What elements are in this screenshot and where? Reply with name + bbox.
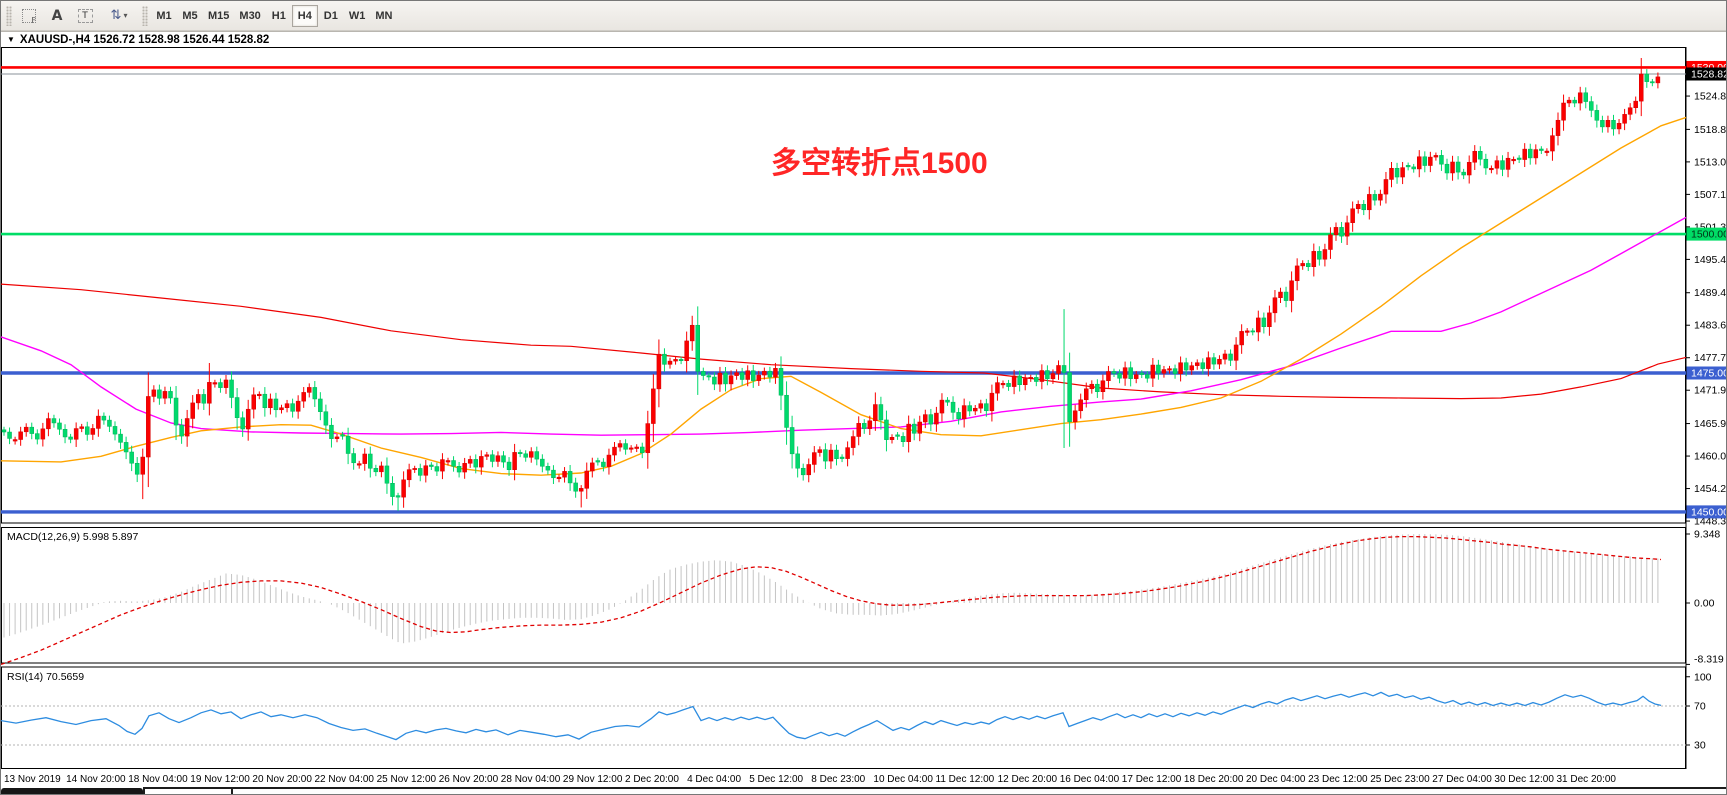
symbol-ohlc-text: XAUUSD-,H4 1526.72 1528.98 1526.44 1528.…	[19, 33, 270, 46]
time-label: 11 Dec 12:00	[936, 774, 995, 785]
macd-tick: 9.348	[1694, 529, 1720, 541]
price-label-bg	[1686, 67, 1726, 81]
price-tick: 1513.00	[1694, 156, 1727, 168]
ma-mid-magenta	[1, 216, 1687, 436]
chart-title-bar: ▼ XAUUSD-,H4 1526.72 1528.98 1526.44 152…	[1, 31, 1726, 47]
time-label: 16 Dec 04:00	[1060, 774, 1120, 785]
time-label: 18 Nov 04:00	[128, 774, 188, 785]
ma-slow-red	[1, 283, 1687, 400]
time-label: 4 Dec 04:00	[687, 774, 741, 785]
macd-signal-line	[1, 535, 1662, 666]
price-tick: 1518.85	[1694, 124, 1727, 136]
timeframe-button-h1[interactable]: H1	[266, 5, 292, 27]
time-label: 31 Dec 20:00	[1557, 774, 1617, 785]
macd-label: MACD(12,26,9) 5.998 5.897	[7, 531, 138, 543]
price-label-bg	[1686, 366, 1726, 380]
time-label: 27 Dec 04:00	[1432, 774, 1492, 785]
chart-annotation: 多空转折点1500	[771, 147, 988, 180]
text-frame-glyph: T	[77, 8, 93, 23]
toolbar: F A T ⇅ ▾ M1 M5 M15 M30 H1 H4 D1 W1 MN	[1, 1, 1726, 31]
candles	[1, 57, 1661, 511]
status-bar	[233, 787, 1726, 794]
timeframe-button-mn[interactable]: MN	[370, 5, 397, 27]
time-label: 25 Dec 23:00	[1370, 774, 1430, 785]
price-label-bg	[1686, 505, 1726, 519]
timeframe-button-m30[interactable]: M30	[234, 5, 265, 27]
time-label: 20 Dec 04:00	[1246, 774, 1306, 785]
timeframe-toolbar: M1 M5 M15 M30 H1 H4 D1 W1 MN	[151, 4, 397, 27]
time-label: 18 Dec 20:00	[1184, 774, 1244, 785]
chevron-down-icon: ▾	[123, 11, 128, 20]
chart-area: MACD(12,26,9) 5.998 5.897 RSI(14) 70.5659…	[1, 47, 1727, 785]
price-tick: 1460.05	[1694, 451, 1727, 463]
macd-tick: -8.319	[1694, 654, 1724, 666]
price-tick: 1524.85	[1694, 91, 1727, 103]
price-tick: 1489.45	[1694, 287, 1727, 299]
time-label: 26 Nov 20:00	[439, 774, 499, 785]
price-tick: 1507.15	[1694, 189, 1727, 201]
price-tick: 1454.20	[1694, 483, 1727, 495]
time-label: 30 Dec 12:00	[1494, 774, 1554, 785]
rsi-pane	[1, 666, 1686, 769]
time-label: 28 Nov 04:00	[501, 774, 561, 785]
time-label: 20 Nov 20:00	[252, 774, 312, 785]
time-label: 17 Dec 12:00	[1122, 774, 1182, 785]
price-tick: 1448.35	[1694, 516, 1727, 528]
time-label: 2 Dec 20:00	[625, 774, 679, 785]
price-label-1450: 1450.00	[1691, 506, 1727, 518]
timeframe-button-m15[interactable]: M15	[203, 5, 234, 27]
grid-f-icon[interactable]: F	[16, 4, 42, 28]
rsi-label: RSI(14) 70.5659	[7, 671, 84, 683]
symbol-dropdown-icon[interactable]: ▼	[7, 35, 15, 44]
time-label: 19 Nov 12:00	[190, 774, 250, 785]
time-label: 29 Nov 12:00	[563, 774, 623, 785]
rsi-tick: 70	[1694, 701, 1706, 713]
time-label: 22 Nov 04:00	[315, 774, 375, 785]
toolbar-grip-2	[142, 5, 148, 26]
timeframe-button-m5[interactable]: M5	[177, 5, 203, 27]
ma-fast-orange	[1, 116, 1687, 476]
price-tick: 1477.75	[1694, 352, 1727, 364]
toolbar-grip	[6, 5, 12, 26]
text-frame-icon[interactable]: T	[72, 4, 98, 28]
price-tick: 1465.90	[1694, 418, 1727, 430]
price-tick: 1483.60	[1694, 320, 1727, 332]
arrange-arrows-icon[interactable]: ⇅ ▾	[100, 4, 138, 28]
time-label: 12 Dec 20:00	[998, 774, 1058, 785]
macd-tick: 0.00	[1694, 598, 1715, 610]
rsi-tick: 100	[1694, 671, 1712, 683]
timeframe-button-w1[interactable]: W1	[344, 5, 371, 27]
price-label-1528.82: 1528.82	[1691, 68, 1727, 80]
text-label-icon[interactable]: A	[44, 4, 70, 28]
time-label: 8 Dec 23:00	[811, 774, 865, 785]
time-label: 10 Dec 04:00	[873, 774, 933, 785]
time-label: 25 Nov 12:00	[377, 774, 437, 785]
rsi-tick: 30	[1694, 740, 1706, 752]
time-label: 23 Dec 12:00	[1308, 774, 1368, 785]
timeframe-button-d1[interactable]: D1	[318, 5, 344, 27]
main-pane	[1, 47, 1686, 524]
time-label: 5 Dec 12:00	[749, 774, 803, 785]
price-label-1475: 1475.00	[1691, 368, 1727, 380]
price-tick: 1471.90	[1694, 385, 1727, 397]
status-bar-segment	[1, 788, 143, 794]
text-label-glyph: A	[51, 7, 63, 24]
timeframe-button-h4[interactable]: H4	[291, 4, 318, 27]
arrows-glyph: ⇅	[110, 8, 122, 23]
rsi-line	[1, 691, 1662, 741]
price-label-1500: 1500.00	[1691, 229, 1727, 241]
time-label: 14 Nov 20:00	[66, 774, 126, 785]
timeframe-button-m1[interactable]: M1	[151, 5, 177, 27]
status-bar-tab[interactable]	[143, 787, 233, 794]
price-label-bg	[1686, 227, 1726, 241]
time-label: 13 Nov 2019	[4, 774, 61, 785]
price-tick: 1495.45	[1694, 254, 1727, 266]
macd-histogram	[3, 534, 1659, 644]
grid-f-glyph: F	[22, 8, 36, 25]
